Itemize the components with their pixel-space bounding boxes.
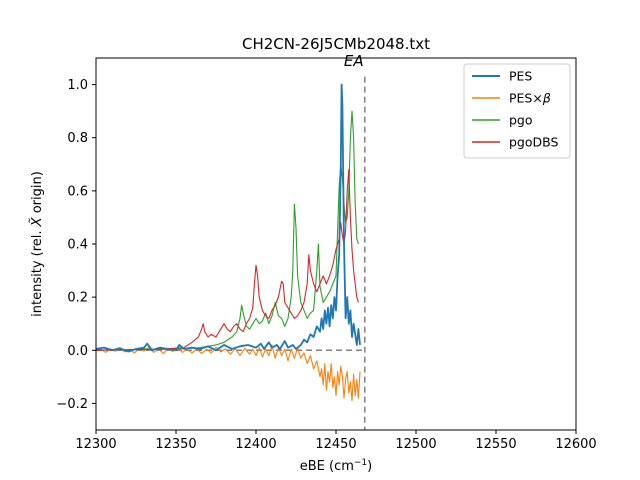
chart-title: CH2CN-26J5CMb2048.txt xyxy=(242,35,430,53)
legend-entry: pgoDBS xyxy=(509,135,558,150)
y-axis-label: intensity (rel. X̃ origin) xyxy=(30,171,45,317)
y-tick-label: 0.2 xyxy=(67,291,88,306)
y-axis: −0.2 0.0 0.2 0.4 0.6 0.8 1.0 xyxy=(56,78,96,412)
legend: PES PES×β pgo pgoDBS xyxy=(463,63,571,159)
x-tick-label: 12550 xyxy=(475,437,516,452)
x-tick-label: 12350 xyxy=(155,437,196,452)
legend-entry: pgo xyxy=(509,113,533,128)
y-tick-label: 0.8 xyxy=(67,131,88,146)
y-tick-label: 0.4 xyxy=(67,238,88,253)
x-axis-label: eBE (cm−1) xyxy=(300,458,373,474)
legend-box xyxy=(463,63,571,159)
x-tick-label: 12400 xyxy=(235,437,276,452)
series-layer xyxy=(96,83,361,402)
legend-entry: PES xyxy=(509,69,532,84)
x-tick-label: 12500 xyxy=(395,437,436,452)
y-tick-label: 0.6 xyxy=(67,184,88,199)
y-tick-label: 1.0 xyxy=(67,78,88,93)
series-line-pgo xyxy=(96,110,359,351)
y-tick-label: 0.0 xyxy=(67,344,88,359)
series-line-pes xyxy=(96,83,361,353)
ea-annotation: EA xyxy=(344,52,364,70)
reference-lines xyxy=(96,76,366,430)
x-tick-label: 12450 xyxy=(315,437,356,452)
y-tick-label: −0.2 xyxy=(56,397,88,412)
legend-entry: PES×β xyxy=(509,91,551,106)
x-axis: 12300 12350 12400 12450 12500 12550 12600 xyxy=(75,430,597,452)
x-tick-label: 12600 xyxy=(555,437,596,452)
x-tick-label: 12300 xyxy=(75,437,116,452)
